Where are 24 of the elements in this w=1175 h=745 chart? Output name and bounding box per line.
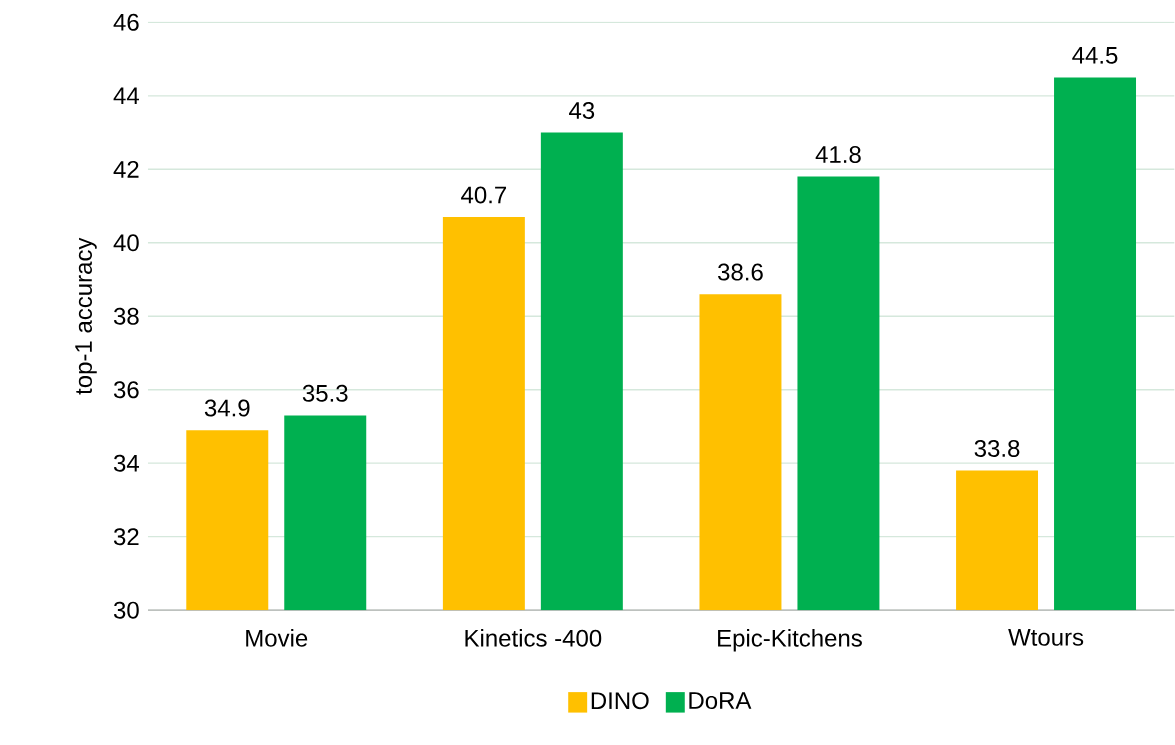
data-label: 44.5 (1072, 47, 1118, 64)
y-tick-label: 32 (113, 528, 139, 546)
x-tick-label: Epic-Kitchens (718, 629, 862, 652)
x-tick-label: Wtours (1008, 629, 1084, 646)
y-axis-title: top-1 accuracy (75, 237, 97, 395)
y-tick-label: 36 (113, 381, 139, 399)
x-tick-label: Movie (246, 629, 308, 647)
y-tick-label: 42 (113, 160, 139, 178)
y-tick-label: 40 (113, 234, 139, 252)
y-tick-label: 34 (113, 454, 139, 472)
x-tick-label: Kinetics -400 (465, 629, 602, 647)
y-tick-label: 46 (113, 13, 139, 31)
y-tick-label: 44 (113, 87, 139, 105)
data-label: 38.6 (718, 263, 763, 281)
y-tick-label: 38 (113, 307, 139, 325)
data-label: 35.3 (302, 384, 348, 402)
data-label: 33.8 (974, 440, 1020, 458)
data-label: 43 (569, 102, 595, 120)
data-label: 40.7 (461, 186, 507, 204)
y-tick-label: 30 (113, 601, 139, 619)
legend-label: DoRA (689, 692, 752, 710)
data-label: 34.9 (204, 399, 250, 417)
data-label: 41.8 (815, 146, 861, 164)
legend-label: DINO (591, 692, 649, 710)
